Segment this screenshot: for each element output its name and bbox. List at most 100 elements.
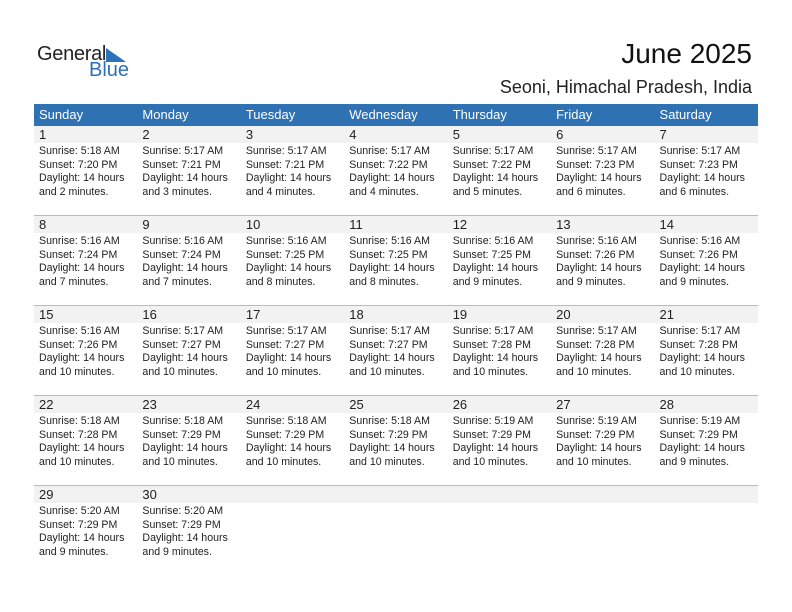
day-cell: 23 Sunrise: 5:18 AM Sunset: 7:29 PM Dayligh…	[137, 396, 241, 485]
week-row: 1 Sunrise: 5:18 AM Sunset: 7:20 PM Daylight…	[34, 126, 758, 216]
sunset-text: Sunset: 7:20 PM	[39, 158, 118, 171]
empty-cell	[654, 486, 758, 576]
sunrise-text: Sunrise: 5:16 AM	[39, 235, 120, 247]
day-number: 11	[344, 216, 448, 233]
week-row: 29 Sunrise: 5:20 AM Sunset: 7:29 PM Dayligh…	[34, 486, 758, 576]
daylight1-text: Daylight: 14 hours	[659, 442, 745, 454]
daylight2-text: and 10 minutes.	[452, 455, 529, 468]
day-info: Sunrise: 5:19 AM Sunset: 7:29 PM Daylight:…	[448, 413, 551, 469]
daylight1-text: Daylight: 14 hours	[349, 262, 435, 274]
empty-cell	[344, 486, 448, 576]
empty-cell	[551, 486, 655, 576]
daylight2-text: and 10 minutes.	[245, 365, 322, 378]
daylight2-text: and 9 minutes.	[659, 455, 730, 468]
day-cell: 18 Sunrise: 5:17 AM Sunset: 7:27 PM Dayligh…	[344, 306, 448, 395]
weekday-monday: Monday	[142, 107, 189, 122]
day-number: 23	[137, 396, 241, 413]
daylight1-text: Daylight: 14 hours	[142, 172, 228, 184]
sunset-text: Sunset: 7:29 PM	[142, 518, 221, 531]
day-cell: 10 Sunrise: 5:16 AM Sunset: 7:25 PM Dayligh…	[240, 216, 345, 305]
daylight1-text: Daylight: 14 hours	[245, 262, 332, 274]
daylight2-text: and 10 minutes.	[349, 455, 425, 468]
day-cell: 20 Sunrise: 5:17 AM Sunset: 7:28 PM Dayligh…	[551, 306, 655, 395]
day-number: 2	[137, 126, 241, 143]
day-info: Sunrise: 5:17 AM Sunset: 7:27 PM Daylight:…	[137, 323, 240, 379]
day-cell: 29 Sunrise: 5:20 AM Sunset: 7:29 PM Dayligh…	[34, 486, 138, 576]
daylight1-text: Daylight: 14 hours	[556, 262, 642, 274]
daylight2-text: and 6 minutes.	[556, 185, 626, 198]
sunrise-text: Sunrise: 5:16 AM	[142, 235, 224, 247]
daylight1-text: Daylight: 14 hours	[556, 172, 642, 184]
sunrise-text: Sunrise: 5:17 AM	[556, 325, 637, 337]
daylight1-text: Daylight: 14 hours	[39, 532, 125, 544]
day-info: Sunrise: 5:18 AM Sunset: 7:29 PM Daylight:…	[137, 413, 240, 469]
day-info: Sunrise: 5:16 AM Sunset: 7:25 PM Daylight:…	[344, 233, 447, 289]
day-number: 14	[654, 216, 758, 233]
day-info: Sunrise: 5:16 AM Sunset: 7:25 PM Daylight:…	[241, 233, 344, 289]
day-number	[240, 486, 345, 503]
day-info: Sunrise: 5:16 AM Sunset: 7:24 PM Daylight:…	[137, 233, 240, 289]
day-info: Sunrise: 5:16 AM Sunset: 7:25 PM Daylight:…	[448, 233, 551, 289]
daylight1-text: Daylight: 14 hours	[452, 172, 539, 184]
daylight2-text: and 10 minutes.	[245, 455, 322, 468]
day-cell: 4 Sunrise: 5:17 AM Sunset: 7:22 PM Daylight…	[344, 126, 448, 215]
sunset-text: Sunset: 7:25 PM	[452, 248, 532, 261]
location: Seoni, Himachal Pradesh, India	[499, 77, 752, 97]
weekday-saturday: Saturday	[659, 107, 712, 122]
day-cell: 26 Sunrise: 5:19 AM Sunset: 7:29 PM Dayligh…	[447, 396, 552, 485]
sunrise-text: Sunrise: 5:17 AM	[349, 325, 430, 337]
day-info: Sunrise: 5:18 AM Sunset: 7:29 PM Daylight:…	[344, 413, 447, 469]
daylight1-text: Daylight: 14 hours	[39, 352, 125, 364]
day-cell: 27 Sunrise: 5:19 AM Sunset: 7:29 PM Dayligh…	[551, 396, 655, 485]
sunrise-text: Sunrise: 5:17 AM	[659, 145, 741, 157]
day-number: 5	[447, 126, 552, 143]
daylight2-text: and 6 minutes.	[659, 185, 730, 198]
daylight1-text: Daylight: 14 hours	[452, 352, 539, 364]
empty-cell	[240, 486, 345, 576]
day-info: Sunrise: 5:17 AM Sunset: 7:23 PM Daylight:…	[655, 143, 758, 199]
daylight2-text: and 4 minutes.	[349, 185, 419, 198]
weekday-thursday: Thursday	[452, 107, 507, 122]
day-info: Sunrise: 5:17 AM Sunset: 7:21 PM Daylight:…	[137, 143, 240, 199]
sunset-text: Sunset: 7:26 PM	[659, 248, 738, 261]
daylight1-text: Daylight: 14 hours	[142, 262, 228, 274]
daylight2-text: and 10 minutes.	[452, 365, 529, 378]
sunset-text: Sunset: 7:29 PM	[659, 428, 738, 441]
day-cell: 12 Sunrise: 5:16 AM Sunset: 7:25 PM Dayligh…	[447, 216, 552, 305]
day-number	[447, 486, 552, 503]
sunset-text: Sunset: 7:26 PM	[39, 338, 118, 351]
daylight1-text: Daylight: 14 hours	[556, 442, 642, 454]
day-cell: 5 Sunrise: 5:17 AM Sunset: 7:22 PM Daylight…	[447, 126, 552, 215]
day-cell: 7 Sunrise: 5:17 AM Sunset: 7:23 PM Daylight…	[654, 126, 758, 215]
day-info: Sunrise: 5:20 AM Sunset: 7:29 PM Daylight:…	[137, 503, 240, 559]
sunset-text: Sunset: 7:21 PM	[245, 158, 325, 171]
daylight1-text: Daylight: 14 hours	[245, 442, 332, 454]
day-cell: 28 Sunrise: 5:19 AM Sunset: 7:29 PM Dayligh…	[654, 396, 758, 485]
day-info: Sunrise: 5:17 AM Sunset: 7:23 PM Daylight:…	[551, 143, 654, 199]
day-number: 15	[34, 306, 138, 323]
sunset-text: Sunset: 7:25 PM	[245, 248, 325, 261]
daylight1-text: Daylight: 14 hours	[142, 442, 228, 454]
sunrise-text: Sunrise: 5:19 AM	[556, 415, 637, 427]
daylight2-text: and 2 minutes.	[39, 185, 109, 198]
sunset-text: Sunset: 7:22 PM	[349, 158, 428, 171]
sunrise-text: Sunrise: 5:16 AM	[245, 235, 327, 247]
daylight2-text: and 10 minutes.	[39, 455, 115, 468]
daylight2-text: and 8 minutes.	[245, 275, 316, 288]
day-number	[551, 486, 655, 503]
sunset-text: Sunset: 7:29 PM	[142, 428, 221, 441]
calendar-grid: Sunday Monday Tuesday Wednesday Thursday Frid…	[34, 104, 758, 576]
sunrise-text: Sunrise: 5:20 AM	[142, 505, 224, 517]
sunset-text: Sunset: 7:23 PM	[659, 158, 738, 171]
daylight2-text: and 9 minutes.	[142, 545, 212, 558]
day-number: 22	[34, 396, 138, 413]
week-row: 22 Sunrise: 5:18 AM Sunset: 7:28 PM Dayligh…	[34, 396, 758, 486]
daylight2-text: and 4 minutes.	[245, 185, 316, 198]
day-number: 27	[551, 396, 655, 413]
day-cell: 1 Sunrise: 5:18 AM Sunset: 7:20 PM Daylight…	[34, 126, 138, 215]
sunset-text: Sunset: 7:25 PM	[349, 248, 428, 261]
daylight2-text: and 7 minutes.	[142, 275, 212, 288]
page-title: June 2025	[621, 38, 752, 69]
sunrise-text: Sunrise: 5:19 AM	[452, 415, 534, 427]
sunrise-text: Sunrise: 5:18 AM	[39, 145, 120, 157]
